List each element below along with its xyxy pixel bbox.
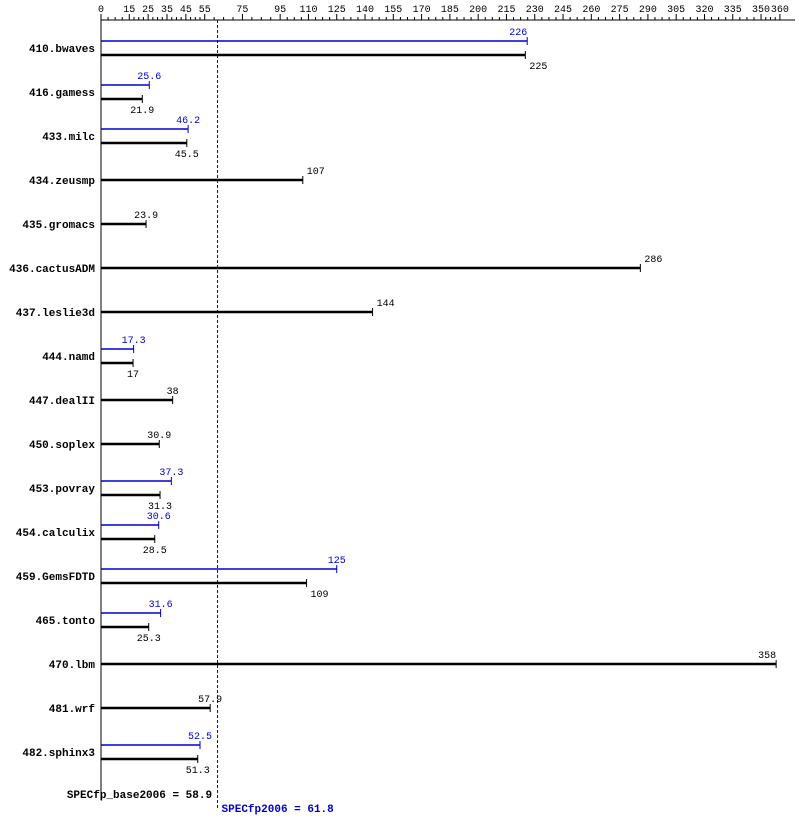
benchmark-label: 434.zeusmp: [29, 176, 95, 188]
base-value-label: 286: [644, 255, 662, 266]
axis-tick-label: 45: [180, 5, 192, 16]
summary-peak-label: SPECfp2006 = 61.8: [222, 804, 335, 816]
base-value-label: 57.9: [198, 695, 222, 706]
axis-tick-label: 0: [98, 5, 104, 16]
axis-tick-label: 215: [497, 5, 515, 16]
base-value-label: 25.3: [137, 634, 161, 645]
axis-tick-label: 25: [142, 5, 154, 16]
base-value-label: 225: [529, 62, 547, 73]
benchmark-label: 453.povray: [29, 484, 95, 496]
axis-tick-label: 15: [123, 5, 135, 16]
benchmark-label: 435.gromacs: [22, 220, 95, 232]
benchmark-label: 410.bwaves: [29, 44, 95, 56]
benchmark-label: 465.tonto: [36, 616, 96, 628]
axis-tick-label: 185: [441, 5, 459, 16]
axis-tick-label: 75: [236, 5, 248, 16]
axis-tick-label: 95: [274, 5, 286, 16]
axis-tick-label: 35: [161, 5, 173, 16]
base-value-label: 38: [167, 387, 179, 398]
axis-tick-label: 110: [299, 5, 317, 16]
summary-base-label: SPECfp_base2006 = 58.9: [67, 790, 212, 802]
axis-tick-label: 320: [695, 5, 713, 16]
benchmark-label: 482.sphinx3: [22, 748, 95, 760]
benchmark-label: 437.leslie3d: [16, 308, 95, 320]
benchmark-label: 459.GemsFDTD: [16, 572, 96, 584]
axis-tick-label: 335: [724, 5, 742, 16]
benchmark-label: 450.soplex: [29, 440, 95, 452]
benchmark-label: 447.dealII: [29, 396, 95, 408]
axis-tick-label: 125: [328, 5, 346, 16]
axis-tick-label: 155: [384, 5, 402, 16]
base-value-label: 109: [311, 590, 329, 601]
axis-tick-label: 230: [526, 5, 544, 16]
axis-tick-label: 260: [582, 5, 600, 16]
axis-tick-label: 305: [667, 5, 685, 16]
peak-value-label: 37.3: [159, 468, 183, 479]
axis-tick-label: 200: [469, 5, 487, 16]
benchmark-label: 454.calculix: [16, 528, 96, 540]
base-value-label: 23.9: [134, 211, 158, 222]
benchmark-label: 436.cactusADM: [9, 264, 95, 276]
axis-tick-label: 360: [771, 5, 789, 16]
peak-value-label: 30.6: [147, 512, 171, 523]
base-value-label: 45.5: [175, 150, 199, 161]
base-value-label: 17: [127, 370, 139, 381]
base-value-label: 144: [377, 299, 395, 310]
base-value-label: 107: [307, 167, 325, 178]
peak-value-label: 17.3: [122, 336, 146, 347]
axis-tick-label: 290: [639, 5, 657, 16]
peak-value-label: 52.5: [188, 732, 212, 743]
axis-tick-label: 350: [752, 5, 770, 16]
benchmark-label: 416.gamess: [29, 88, 95, 100]
axis-tick-label: 140: [356, 5, 374, 16]
axis-tick-label: 55: [199, 5, 211, 16]
axis-tick-label: 245: [554, 5, 572, 16]
benchmark-label: 470.lbm: [49, 660, 96, 672]
benchmark-label: 433.milc: [42, 132, 95, 144]
peak-value-label: 226: [509, 28, 527, 39]
base-value-label: 358: [758, 651, 776, 662]
base-value-label: 28.5: [143, 546, 167, 557]
spec-chart: 0 15 25 35 45 55 75 95 110 125 140 155 170 185 200 215 2…: [0, 0, 799, 831]
axis-tick-label: 275: [611, 5, 629, 16]
peak-value-label: 25.6: [137, 72, 161, 83]
benchmark-label: 481.wrf: [49, 704, 96, 716]
axis-tick-label: 170: [413, 5, 431, 16]
peak-value-label: 125: [328, 556, 346, 567]
base-value-label: 21.9: [130, 106, 154, 117]
base-value-label: 30.9: [147, 431, 171, 442]
peak-value-label: 46.2: [176, 116, 200, 127]
chart-svg: 0 15 25 35 45 55 75 95 110 125 140 155 170 185 200 215 2…: [0, 0, 799, 831]
peak-value-label: 31.6: [149, 600, 173, 611]
benchmark-label: 444.namd: [42, 352, 95, 364]
base-value-label: 51.3: [186, 766, 210, 777]
